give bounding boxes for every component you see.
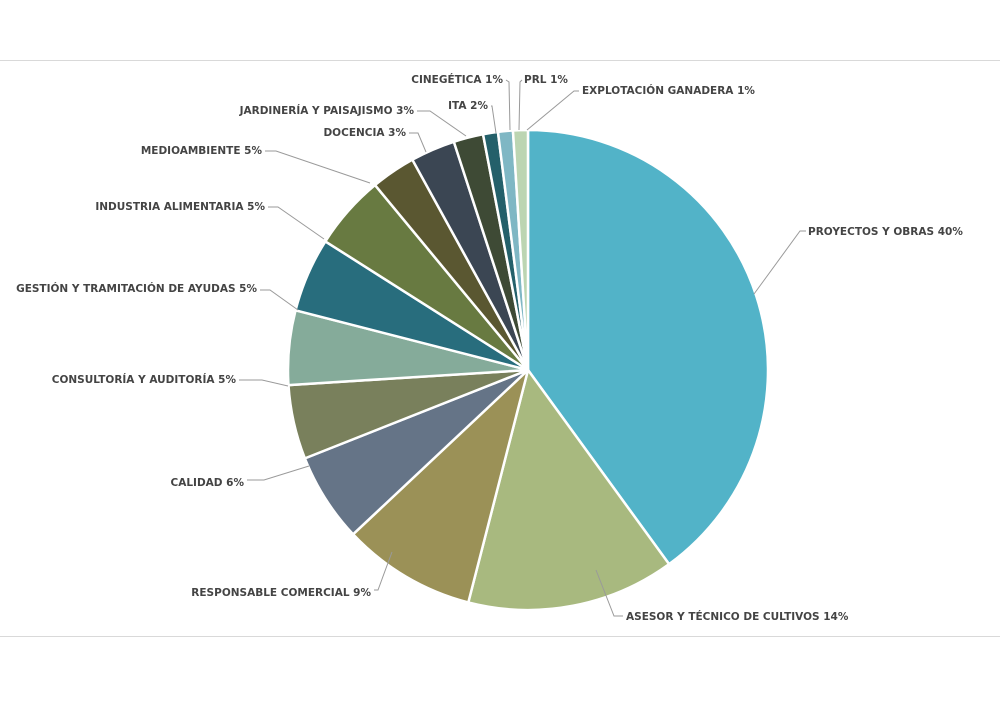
leader-line bbox=[518, 79, 523, 131]
pie-slice bbox=[511, 128, 530, 372]
top-divider bbox=[0, 60, 1000, 61]
pie-slice bbox=[526, 128, 770, 566]
leader-line bbox=[239, 379, 289, 387]
slice-label: ITA 2% bbox=[448, 100, 488, 112]
leader-line bbox=[595, 569, 623, 617]
leader-line bbox=[374, 551, 393, 591]
slice-label: CONSULTORÍA Y AUDITORÍA 5% bbox=[52, 373, 237, 386]
leader-line bbox=[505, 79, 511, 131]
leader-line bbox=[247, 465, 310, 481]
leader-line bbox=[753, 230, 806, 295]
pie-slice bbox=[467, 368, 671, 612]
slice-label: EXPLOTACIÓN GANADERA 1% bbox=[582, 84, 755, 97]
leader-line bbox=[526, 90, 579, 131]
slice-label: INDUSTRIA ALIMENTARIA 5% bbox=[95, 201, 265, 213]
slice-label: CALIDAD 6% bbox=[171, 477, 245, 489]
slice-label: GESTIÓN Y TRAMITACIÓN DE AYUDAS 5% bbox=[16, 282, 257, 295]
leader-line bbox=[268, 206, 325, 240]
leader-line bbox=[491, 105, 497, 134]
slice-label: CINEGÉTICA 1% bbox=[411, 73, 503, 86]
leader-lines bbox=[239, 79, 806, 617]
slice-label: MEDIOAMBIENTE 5% bbox=[141, 145, 263, 157]
pie-slice bbox=[351, 368, 530, 604]
leader-line bbox=[417, 110, 467, 137]
slice-label: JARDINERÍA Y PAISAJISMO 3% bbox=[239, 104, 415, 117]
slice-label: ASESOR Y TÉCNICO DE CULTIVOS 14% bbox=[626, 610, 849, 623]
bottom-divider bbox=[0, 636, 1000, 637]
pie-slices bbox=[286, 128, 770, 612]
slice-label: PRL 1% bbox=[524, 74, 568, 86]
slice-labels: PROYECTOS Y OBRAS 40% ASESOR Y TÉCNICO DE… bbox=[16, 73, 963, 623]
slice-label: RESPONSABLE COMERCIAL 9% bbox=[191, 587, 371, 599]
leader-line bbox=[260, 289, 299, 311]
leader-line bbox=[265, 150, 371, 184]
slice-label: PROYECTOS Y OBRAS 40% bbox=[808, 226, 963, 238]
slice-label: DOCENCIA 3% bbox=[323, 127, 406, 139]
leader-line bbox=[409, 132, 427, 153]
